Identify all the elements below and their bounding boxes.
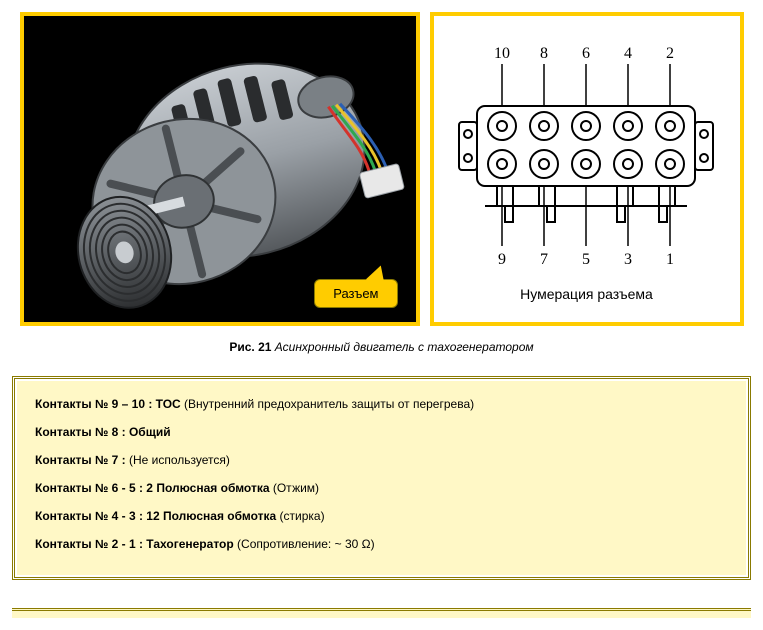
pin-label-5: 5 [582, 251, 590, 268]
figure-row: Разъем 10 8 6 4 2 [12, 12, 751, 326]
pin-label-6: 6 [582, 45, 590, 62]
contact-line: Контакты № 8 : Общий [35, 425, 728, 439]
pin-label-7: 7 [540, 251, 548, 268]
figure-caption-text: Асинхронный двигатель с тахогенератором [275, 340, 534, 354]
pin-label-4: 4 [624, 45, 632, 62]
pin-label-9: 9 [498, 251, 506, 268]
info-box: Контакты № 9 – 10 : ТОС (Внутренний пред… [12, 376, 751, 580]
motor-svg [24, 16, 420, 326]
figure-caption-prefix: Рис. 21 [229, 340, 271, 354]
partial-next-box [12, 608, 751, 618]
pin-label-10: 10 [494, 45, 510, 62]
connector-caption: Нумерация разъема [520, 286, 653, 302]
connector-panel: 10 8 6 4 2 [430, 12, 744, 326]
contact-line: Контакты № 2 - 1 : Тахогенератор (Сопрот… [35, 537, 728, 551]
pin-label-8: 8 [540, 45, 548, 62]
contact-line: Контакты № 7 : (Не используется) [35, 453, 728, 467]
figure-caption: Рис. 21 Асинхронный двигатель с тахогене… [12, 340, 751, 354]
pin-label-3: 3 [624, 251, 632, 268]
contact-line: Контакты № 6 - 5 : 2 Полюсная обмотка (О… [35, 481, 728, 495]
pin-label-1: 1 [666, 251, 674, 268]
motor-panel: Разъем [20, 12, 420, 326]
contact-line: Контакты № 9 – 10 : ТОС (Внутренний пред… [35, 397, 728, 411]
motor-illustration: Разъем [24, 16, 416, 322]
contact-line: Контакты № 4 - 3 : 12 Полюсная обмотка (… [35, 509, 728, 523]
connector-svg: 10 8 6 4 2 [447, 36, 727, 276]
pin-label-2: 2 [666, 45, 674, 62]
